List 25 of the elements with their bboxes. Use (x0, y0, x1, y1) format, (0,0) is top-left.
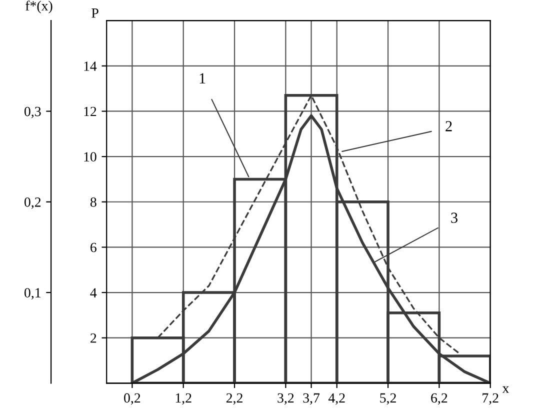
x-tick-label: 3,2 (278, 393, 294, 405)
y-tick-label: 4 (90, 288, 97, 298)
x-tick-label: 5,2 (380, 393, 396, 405)
y2-tick-label: 0,2 (24, 197, 41, 209)
x-tick-label: 0,2 (124, 393, 140, 405)
x-tick-label: 6,2 (431, 393, 448, 405)
y2-tick-label: 0,1 (24, 288, 40, 300)
y-tick-label: 12 (84, 106, 96, 116)
annotation: 2 (446, 121, 452, 132)
x-tick-label: 1,2 (176, 393, 192, 405)
y-tick-label: 6 (90, 242, 96, 252)
annotation: 1 (200, 73, 206, 84)
x-tick-label: 7,2 (482, 393, 498, 405)
x-axis-title: x (502, 386, 510, 393)
y-axis-title: P (92, 8, 98, 18)
annotation: 3 (451, 212, 458, 223)
x-tick-label: 3,7 (303, 393, 320, 405)
y-tick-label: 8 (90, 197, 96, 207)
y-tick-label: 2 (90, 333, 96, 343)
y-tick-label: 14 (84, 62, 97, 71)
x-tick-label: 2,2 (226, 393, 242, 405)
x-tick-label: 4,2 (328, 393, 345, 405)
y-tick-label: 10 (84, 152, 96, 162)
y2-axis-title: f*(x) (26, 0, 52, 14)
y2-tick-label: 0,3 (24, 106, 41, 118)
